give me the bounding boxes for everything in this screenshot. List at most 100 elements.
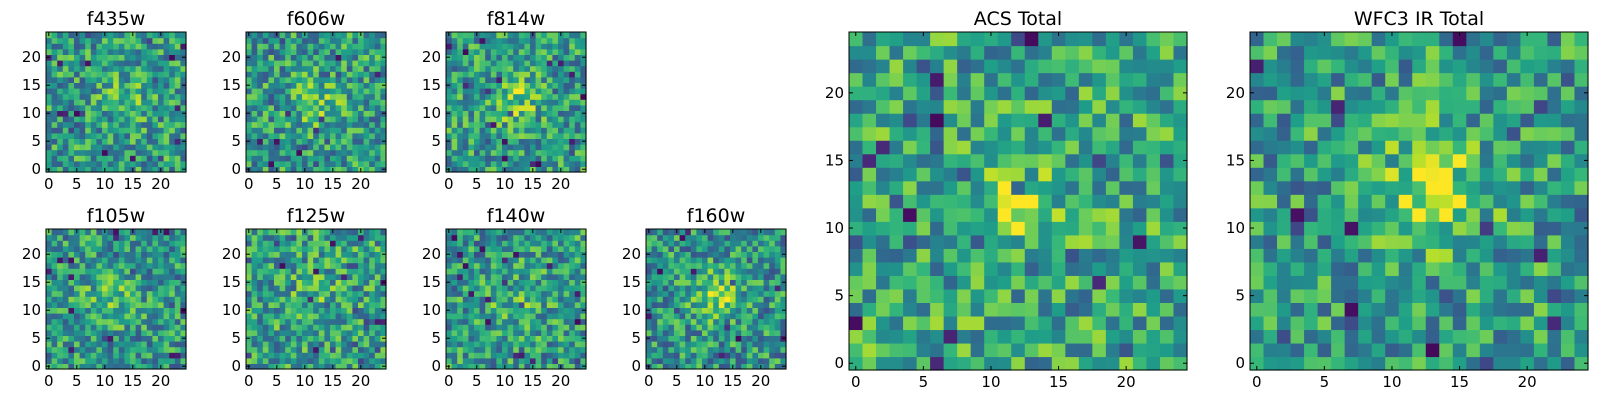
heatmap-cell bbox=[530, 144, 537, 151]
heatmap-cell bbox=[741, 273, 748, 280]
heatmap-cell bbox=[341, 335, 348, 342]
heatmap-cell bbox=[302, 313, 309, 320]
heatmap-cell bbox=[346, 149, 353, 156]
heatmap-cell bbox=[174, 234, 181, 241]
heatmap-cell bbox=[735, 290, 742, 297]
heatmap-cell bbox=[496, 357, 503, 364]
heatmap-cell bbox=[257, 93, 264, 100]
heatmap-cell bbox=[74, 65, 81, 72]
heatmap-cell bbox=[180, 273, 187, 280]
heatmap-cell bbox=[369, 352, 376, 359]
heatmap-cell bbox=[135, 138, 142, 145]
heatmap-cell bbox=[862, 356, 877, 371]
heatmap-cell bbox=[984, 221, 999, 236]
heatmap-cell bbox=[363, 346, 370, 353]
heatmap-cell bbox=[374, 234, 381, 241]
heatmap-cell bbox=[662, 245, 669, 252]
heatmap-cell bbox=[146, 335, 153, 342]
heatmap-cell bbox=[46, 262, 53, 269]
heatmap-cell bbox=[474, 60, 481, 67]
heatmap-cell bbox=[468, 229, 475, 236]
heatmap-cell bbox=[574, 127, 581, 134]
heatmap-cell bbox=[957, 194, 972, 209]
heatmap-cell bbox=[569, 104, 576, 111]
heatmap-cell bbox=[169, 43, 176, 50]
heatmap-cell bbox=[713, 273, 720, 280]
heatmap-cell bbox=[169, 88, 176, 95]
heatmap-cell bbox=[451, 104, 458, 111]
heatmap-cell bbox=[51, 65, 58, 72]
heatmap-cell bbox=[141, 301, 148, 308]
heatmap-cell bbox=[313, 43, 320, 50]
x-tick-label: 10 bbox=[95, 372, 114, 390]
heatmap-cell bbox=[474, 121, 481, 128]
heatmap-cell bbox=[313, 240, 320, 247]
heatmap-cell bbox=[513, 251, 520, 258]
heatmap-cell bbox=[518, 160, 525, 167]
heatmap-cell bbox=[374, 37, 381, 44]
heatmap-cell bbox=[574, 121, 581, 128]
heatmap-cell bbox=[318, 138, 325, 145]
heatmap-cell bbox=[518, 99, 525, 106]
heatmap-cell bbox=[274, 318, 281, 325]
heatmap-cell bbox=[479, 257, 486, 264]
heatmap-cell bbox=[257, 132, 264, 139]
heatmap-cell bbox=[758, 329, 765, 336]
heatmap-cell bbox=[685, 357, 692, 364]
heatmap-cell bbox=[657, 251, 664, 258]
heatmap-cell bbox=[380, 32, 387, 39]
heatmap-cell bbox=[569, 88, 576, 95]
heatmap-cell bbox=[780, 357, 787, 364]
heatmap-cell bbox=[141, 352, 148, 359]
heatmap-cell bbox=[169, 279, 176, 286]
heatmap-cell bbox=[468, 251, 475, 258]
heatmap-cell bbox=[563, 155, 570, 162]
heatmap-cell bbox=[702, 234, 709, 241]
heatmap-cell bbox=[62, 160, 69, 167]
heatmap-cell bbox=[251, 234, 258, 241]
heatmap-cell bbox=[279, 262, 286, 269]
heatmap-cell bbox=[930, 342, 945, 358]
x-tick-label: 0 bbox=[244, 372, 254, 390]
heatmap-cell bbox=[335, 99, 342, 106]
heatmap-cell bbox=[152, 335, 159, 342]
heatmap-cell bbox=[363, 99, 370, 106]
heatmap-cell bbox=[1119, 180, 1134, 195]
heatmap-cell bbox=[524, 104, 531, 111]
heatmap-cell bbox=[502, 132, 509, 139]
heatmap-cell bbox=[363, 363, 370, 370]
heatmap-cell bbox=[57, 132, 64, 139]
heatmap-cell bbox=[124, 110, 131, 117]
heatmap-cell bbox=[769, 251, 776, 258]
heatmap-cell bbox=[1051, 315, 1066, 331]
heatmap-cell bbox=[363, 290, 370, 297]
heatmap-cell bbox=[457, 273, 464, 280]
heatmap-cell bbox=[290, 352, 297, 359]
heatmap-cell bbox=[90, 132, 97, 139]
heatmap-cell bbox=[251, 363, 258, 370]
heatmap-cell bbox=[302, 48, 309, 55]
heatmap-cell bbox=[580, 48, 587, 55]
heatmap-cell bbox=[457, 121, 464, 128]
heatmap-cell bbox=[302, 88, 309, 95]
heatmap-cell bbox=[141, 65, 148, 72]
heatmap-cell bbox=[513, 48, 520, 55]
heatmap-cell bbox=[330, 48, 337, 55]
heatmap-cell bbox=[462, 240, 469, 247]
heatmap-cell bbox=[51, 363, 58, 370]
heatmap-cell bbox=[535, 296, 542, 303]
heatmap-cell bbox=[569, 352, 576, 359]
heatmap-cell bbox=[180, 352, 187, 359]
heatmap-cell bbox=[352, 273, 359, 280]
heatmap-cell bbox=[158, 76, 165, 83]
heatmap-cell bbox=[502, 54, 509, 61]
heatmap-cell bbox=[535, 251, 542, 258]
heatmap-cell bbox=[862, 248, 877, 263]
heatmap-cell bbox=[102, 71, 109, 78]
heatmap-cell bbox=[174, 324, 181, 331]
heatmap-cell bbox=[513, 32, 520, 39]
heatmap-cell bbox=[468, 60, 475, 67]
heatmap-cell bbox=[651, 273, 658, 280]
heatmap-cell bbox=[363, 273, 370, 280]
heatmap-cell bbox=[930, 167, 945, 182]
